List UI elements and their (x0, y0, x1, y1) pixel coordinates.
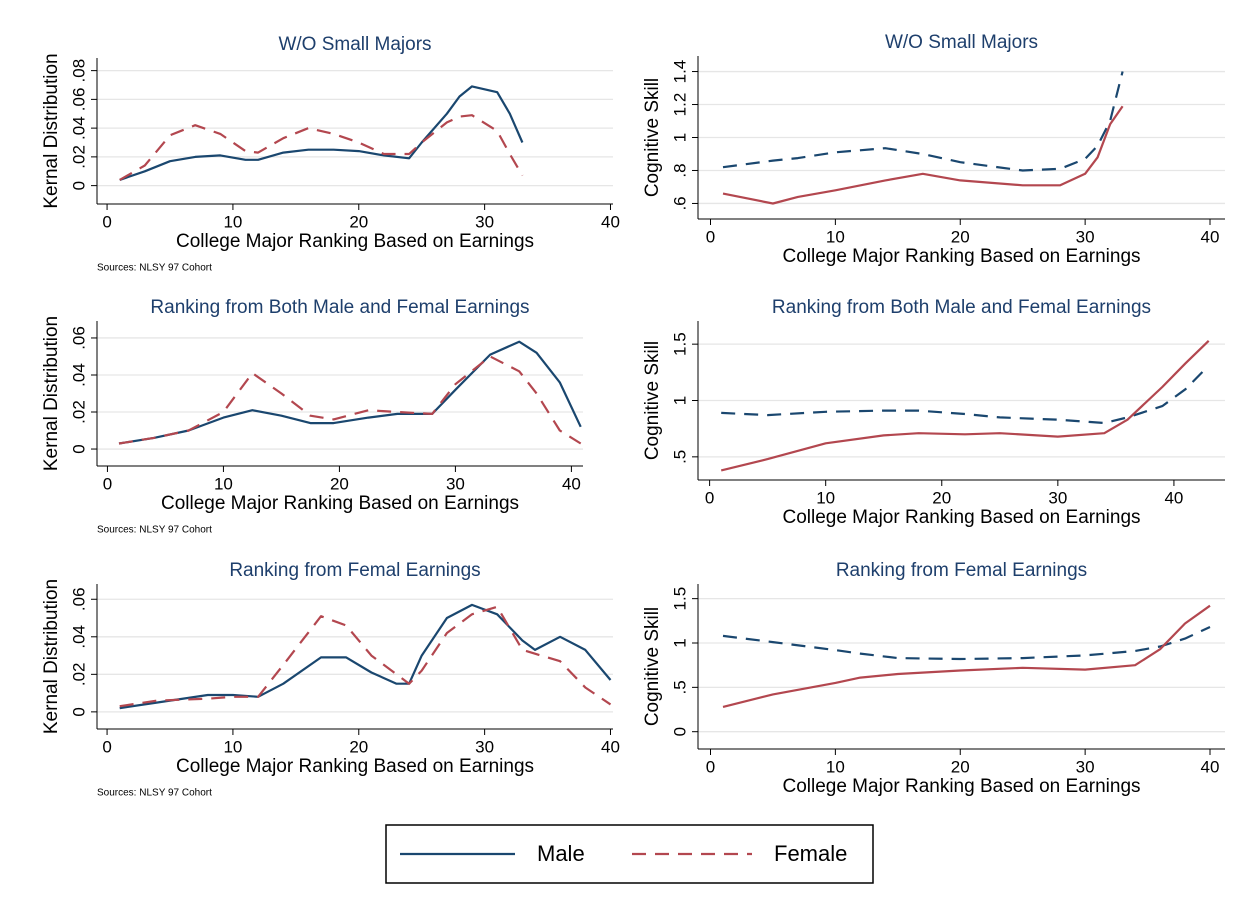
x-tick-label: 0 (102, 212, 111, 231)
chart-title: Ranking from Femal Earnings (229, 560, 480, 581)
series-line (119, 605, 612, 708)
y-tick-label: .8 (670, 163, 689, 177)
x-tick-label: 30 (1048, 488, 1067, 507)
y-tick-label: .6 (670, 196, 689, 210)
x-tick-label: 0 (706, 227, 715, 246)
y-tick-label: .04 (69, 116, 88, 140)
chart-title: Ranking from Both Male and Femal Earning… (150, 297, 529, 318)
x-tick-label: 10 (816, 488, 835, 507)
series-line (720, 340, 1210, 472)
y-tick-label: .06 (69, 88, 88, 112)
x-axis-label: College Major Ranking Based on Earnings (782, 246, 1140, 267)
x-tick-label: 30 (446, 474, 465, 493)
y-axis-label: Cognitive Skill (642, 78, 663, 197)
x-tick-label: 40 (1201, 227, 1220, 246)
y-tick-label: .08 (69, 59, 88, 83)
x-tick-label: 0 (103, 474, 112, 493)
y-tick-label: .5 (670, 680, 689, 694)
chart-title: W/O Small Majors (278, 34, 431, 55)
series-line (722, 604, 1211, 708)
x-tick-label: 20 (349, 737, 368, 756)
series-line (119, 114, 524, 181)
x-tick-label: 0 (706, 757, 715, 776)
y-tick-label: 0 (670, 727, 689, 736)
series-line (119, 603, 612, 710)
y-tick-label: 0 (69, 181, 88, 190)
y-tick-label: .04 (69, 363, 88, 387)
y-tick-label: .04 (69, 625, 88, 649)
y-tick-label: .06 (69, 326, 88, 350)
x-tick-label: 40 (601, 737, 620, 756)
y-tick-label: 1.4 (670, 60, 689, 84)
y-axis-label: Kernal Distribution (41, 53, 62, 208)
x-tick-label: 0 (705, 488, 714, 507)
x-tick-label: 20 (349, 212, 368, 231)
y-tick-label: .02 (69, 145, 88, 169)
x-tick-label: 20 (330, 474, 349, 493)
chart-title: Ranking from Both Male and Femal Earning… (772, 297, 1151, 318)
series-line (722, 71, 1124, 172)
y-axis-label: Kernal Distribution (41, 316, 62, 471)
chart-title: Ranking from Femal Earnings (836, 560, 1087, 581)
x-tick-label: 10 (223, 212, 242, 231)
source-note: Sources: NLSY 97 Cohort (97, 525, 212, 536)
y-tick-label: 0 (69, 444, 88, 453)
x-tick-label: 40 (1201, 757, 1220, 776)
series-line (118, 340, 582, 445)
y-tick-label: .06 (69, 587, 88, 611)
x-axis-label: College Major Ranking Based on Earnings (176, 756, 534, 777)
y-tick-label: 1 (670, 396, 689, 405)
y-tick-label: .02 (69, 400, 88, 424)
x-tick-label: 20 (932, 488, 951, 507)
x-tick-label: 30 (475, 212, 494, 231)
x-tick-label: 0 (102, 737, 111, 756)
x-tick-label: 40 (601, 212, 620, 231)
x-axis-label: College Major Ranking Based on Earnings (782, 507, 1140, 528)
y-tick-label: 0 (69, 707, 88, 716)
x-tick-label: 10 (826, 757, 845, 776)
y-axis-label: Cognitive Skill (642, 341, 663, 460)
x-tick-label: 10 (214, 474, 233, 493)
series-line (119, 85, 524, 181)
x-tick-label: 40 (562, 474, 581, 493)
legend-label: Female (774, 841, 847, 866)
y-tick-label: 1 (670, 638, 689, 647)
x-tick-label: 30 (1076, 757, 1095, 776)
source-note: Sources: NLSY 97 Cohort (97, 788, 212, 799)
series-line (722, 105, 1124, 205)
y-axis-label: Cognitive Skill (642, 607, 663, 726)
y-tick-label: 1.2 (670, 93, 689, 117)
legend-label: Male (537, 841, 585, 866)
x-tick-label: 30 (1076, 227, 1095, 246)
y-tick-label: 1.5 (670, 587, 689, 611)
y-axis-label: Kernal Distribution (41, 579, 62, 734)
x-tick-label: 30 (475, 737, 494, 756)
source-note: Sources: NLSY 97 Cohort (97, 263, 212, 274)
series-line (118, 355, 582, 445)
x-tick-label: 10 (223, 737, 242, 756)
x-tick-label: 10 (826, 227, 845, 246)
x-tick-label: 20 (951, 757, 970, 776)
chart-title: W/O Small Majors (885, 32, 1038, 53)
y-tick-label: .5 (670, 450, 689, 464)
y-tick-label: .02 (69, 663, 88, 687)
y-tick-label: 1 (670, 133, 689, 142)
x-axis-label: College Major Ranking Based on Earnings (161, 493, 519, 514)
y-tick-label: 1.5 (670, 332, 689, 356)
x-tick-label: 40 (1164, 488, 1183, 507)
x-axis-label: College Major Ranking Based on Earnings (782, 776, 1140, 797)
series-line (721, 364, 1210, 425)
x-tick-label: 20 (951, 227, 970, 246)
x-axis-label: College Major Ranking Based on Earnings (176, 231, 534, 252)
